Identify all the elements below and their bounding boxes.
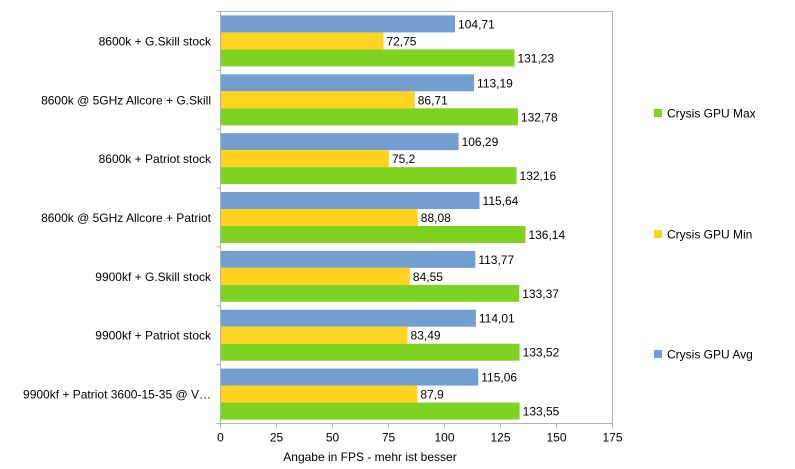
bar	[220, 91, 415, 109]
bar	[220, 226, 526, 243]
bars	[220, 15, 526, 420]
bar	[220, 284, 520, 302]
data-label: 75,2	[392, 152, 416, 166]
data-label: 87,9	[420, 388, 444, 402]
category-label: 9900kf + Patriot 3600-15-35 @ V…	[23, 388, 211, 402]
category-labels: 8600k + G.Skill stock 8600k @ 5GHz Allcor…	[23, 34, 212, 401]
legend-label: Crysis GPU Avg	[667, 348, 753, 362]
bar	[220, 209, 418, 226]
x-tick-label: 0	[217, 431, 224, 445]
bar	[220, 108, 518, 126]
data-label: 136,14	[528, 228, 565, 242]
x-axis-title: Angabe in FPS - mehr ist besser	[283, 450, 456, 464]
data-label: 106,29	[462, 135, 499, 149]
legend-label: Crysis GPU Max	[667, 107, 756, 121]
plot-frame	[220, 11, 613, 424]
bar	[220, 49, 515, 67]
data-label: 115,64	[483, 194, 519, 208]
legend-swatch	[654, 350, 662, 358]
category-label: 8600k + G.Skill stock	[99, 34, 212, 48]
x-tick-label: 75	[382, 431, 396, 445]
data-label: 83,49	[411, 329, 441, 343]
bar	[220, 250, 476, 268]
bar	[220, 385, 418, 403]
category-label: 8600k + Patriot stock	[99, 152, 212, 166]
x-tick-label: 125	[490, 431, 510, 445]
bar	[220, 343, 520, 361]
legend-swatch	[654, 109, 662, 117]
bar	[220, 167, 517, 185]
legend-label: Crysis GPU Min	[667, 228, 752, 242]
x-tick-label: 25	[270, 431, 284, 445]
legend-swatch	[654, 230, 662, 238]
x-axis: 0 25 50 75 100 125 150 175	[216, 11, 623, 445]
category-label: 8600k @ 5GHz Allcore + G.Skill	[41, 93, 211, 107]
bar	[220, 133, 459, 151]
bar	[220, 15, 456, 33]
data-label: 114,01	[479, 312, 515, 326]
data-label: 113,77	[478, 253, 514, 267]
data-label: 133,37	[522, 287, 559, 301]
data-label: 132,78	[521, 110, 558, 124]
data-label: 132,16	[520, 169, 557, 183]
data-label: 133,55	[523, 405, 560, 419]
bar	[220, 326, 408, 344]
x-tick-label: 50	[326, 431, 340, 445]
data-label: 86,71	[418, 93, 448, 107]
bar	[220, 150, 389, 168]
data-labels: 104,71 72,75 131,23 113,19 86,71 132,78 106,29…	[386, 17, 565, 418]
data-label: 84,55	[413, 270, 443, 284]
x-tick-label: 150	[546, 431, 566, 445]
data-label: 115,06	[481, 371, 517, 385]
x-tick-label: 175	[602, 431, 622, 445]
bar	[220, 192, 480, 209]
bar	[220, 267, 410, 285]
bar	[220, 32, 384, 50]
category-label: 9900kf + Patriot stock	[95, 329, 212, 343]
data-label: 104,71	[458, 17, 495, 31]
category-label: 8600k @ 5GHz Allcore + Patriot	[41, 211, 212, 225]
data-label: 133,52	[523, 346, 560, 360]
bar	[220, 402, 520, 420]
data-label: 88,08	[421, 211, 451, 225]
data-label: 113,19	[477, 76, 513, 90]
x-tick-label: 100	[434, 431, 454, 445]
category-label: 9900kf + G.Skill stock	[95, 270, 212, 284]
bar	[220, 368, 479, 386]
data-label: 72,75	[386, 34, 416, 48]
bar	[220, 74, 475, 92]
bar	[220, 309, 476, 327]
data-label: 131,23	[517, 51, 554, 65]
legend: Crysis GPU Max Crysis GPU Min Crysis GPU A…	[654, 107, 756, 362]
